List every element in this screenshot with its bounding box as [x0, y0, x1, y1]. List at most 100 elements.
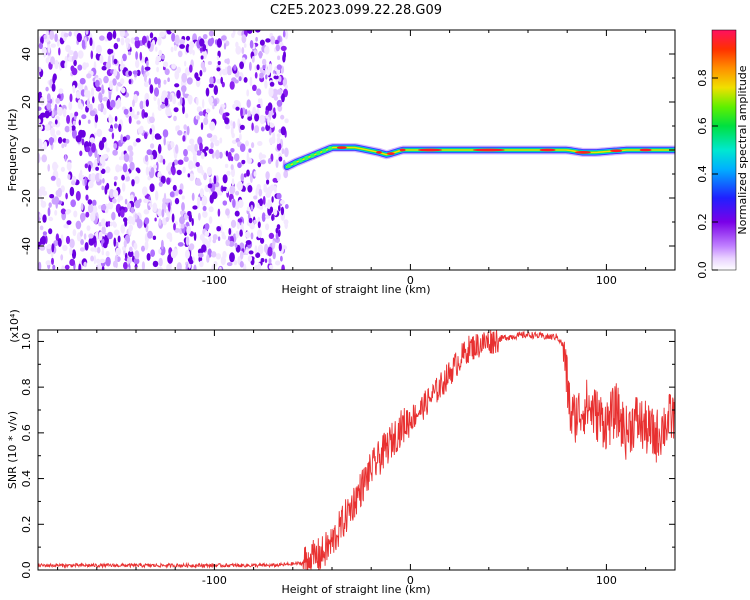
- heatmap-speckle: [141, 245, 145, 252]
- heatmap-speckle: [120, 87, 126, 94]
- heatmap-speckle: [207, 183, 213, 189]
- heatmap-speckle: [70, 125, 76, 131]
- heatmap-speckle: [206, 166, 213, 176]
- heatmap-speckle: [179, 96, 183, 106]
- heatmap-speckle: [157, 98, 161, 107]
- heatmap-speckle: [219, 224, 223, 234]
- heatmap-speckle: [150, 154, 154, 161]
- heatmap-speckle: [85, 30, 89, 35]
- heatmap-speckle: [257, 230, 262, 238]
- heatmap-speckle: [228, 240, 235, 247]
- heatmap-speckle: [245, 240, 252, 245]
- heatmap-speckle: [284, 30, 289, 40]
- heatmap-speckle: [203, 172, 208, 181]
- heatmap-speckle: [180, 222, 185, 229]
- snr-plot-area: [38, 330, 675, 570]
- snr-x-label: Height of straight line (km): [281, 583, 430, 596]
- heatmap-speckle: [260, 237, 265, 244]
- heatmap-speckle: [245, 140, 249, 147]
- heatmap-speckle: [232, 30, 236, 36]
- heatmap-speckle: [273, 107, 276, 114]
- heatmap-speckle: [202, 49, 207, 60]
- heatmap-speckle: [245, 231, 251, 239]
- heatmap-speckle: [278, 242, 282, 252]
- heatmap-speckle: [92, 205, 98, 214]
- heatmap-speckle: [199, 69, 203, 77]
- heatmap-speckle: [94, 114, 99, 123]
- heatmap-speckle: [145, 166, 150, 176]
- heatmap-speckle: [77, 64, 83, 71]
- heatmap-speckle: [255, 30, 261, 33]
- heatmap-speckle: [215, 253, 222, 260]
- heatmap-speckle: [123, 108, 129, 115]
- heatmap-speckle: [156, 266, 163, 270]
- heatmap-speckle: [142, 186, 148, 196]
- heatmap-speckle: [179, 44, 186, 49]
- heatmap-speckle: [227, 151, 232, 162]
- heatmap-speckle: [272, 177, 278, 183]
- heatmap-speckle: [258, 188, 263, 197]
- heatmap-speckle: [259, 39, 265, 46]
- heatmap-speckle: [276, 133, 281, 138]
- y-tick-label: 40: [20, 47, 33, 61]
- heatmap-speckle: [269, 206, 274, 213]
- heatmap-speckle: [187, 210, 192, 217]
- heatmap-speckle: [256, 88, 262, 96]
- heatmap-speckle: [179, 39, 185, 45]
- heatmap-speckle: [154, 77, 159, 85]
- heatmap-speckle: [127, 51, 132, 56]
- heatmap-speckle: [90, 172, 96, 183]
- heatmap-speckle: [204, 223, 210, 231]
- heatmap-speckle: [250, 204, 253, 210]
- heatmap-speckle: [212, 104, 215, 110]
- heatmap-speckle: [267, 158, 272, 165]
- ridge-hotspot: [574, 151, 591, 154]
- heatmap-speckle: [134, 39, 141, 49]
- heatmap-speckle: [166, 264, 170, 270]
- heatmap-speckle: [107, 221, 111, 227]
- heatmap-speckle: [252, 84, 257, 92]
- heatmap-speckle: [184, 67, 191, 76]
- heatmap-speckle: [269, 184, 275, 191]
- heatmap-speckle: [209, 76, 214, 85]
- heatmap-speckle: [103, 75, 109, 84]
- heatmap-speckle: [249, 40, 254, 49]
- spectrogram-ticks: -100 0 100 -40 -20 0 20 40: [20, 29, 675, 287]
- heatmap-speckle: [170, 250, 177, 259]
- snr-y-multiplier: (x10⁴): [8, 309, 21, 343]
- heatmap-speckle: [150, 249, 156, 257]
- heatmap-speckle: [129, 161, 135, 171]
- heatmap-speckle: [47, 43, 51, 54]
- heatmap-speckle: [132, 70, 138, 75]
- heatmap-speckle: [92, 96, 95, 104]
- heatmap-speckle: [156, 66, 160, 73]
- heatmap-speckle: [69, 186, 75, 197]
- heatmap-speckle: [44, 110, 50, 119]
- heatmap-speckle: [54, 209, 58, 216]
- heatmap-speckle: [188, 44, 193, 55]
- heatmap-speckle: [64, 264, 70, 270]
- heatmap-speckle: [265, 38, 271, 43]
- heatmap-speckle: [222, 200, 228, 206]
- y-tick-label: 1.0: [20, 333, 33, 351]
- heatmap-speckle: [44, 124, 51, 131]
- heatmap-speckle: [213, 175, 217, 185]
- heatmap-speckle: [249, 173, 253, 184]
- heatmap-speckle: [115, 241, 119, 248]
- heatmap-speckle: [211, 191, 218, 200]
- heatmap-speckle: [208, 83, 214, 88]
- heatmap-speckle: [225, 208, 230, 216]
- heatmap-speckle: [215, 149, 220, 160]
- heatmap-speckle: [48, 137, 55, 144]
- x-tick-label: 100: [596, 274, 617, 287]
- heatmap-speckle: [247, 157, 252, 164]
- heatmap-speckle: [249, 76, 253, 87]
- x-tick-label: 100: [596, 574, 617, 587]
- heatmap-speckle: [146, 253, 151, 261]
- heatmap-speckle: [189, 173, 195, 182]
- heatmap-speckle: [120, 134, 123, 144]
- heatmap-speckle: [225, 239, 230, 247]
- heatmap-speckle: [157, 143, 162, 154]
- heatmap-speckle: [152, 235, 157, 240]
- y-tick-label: 0: [20, 147, 33, 154]
